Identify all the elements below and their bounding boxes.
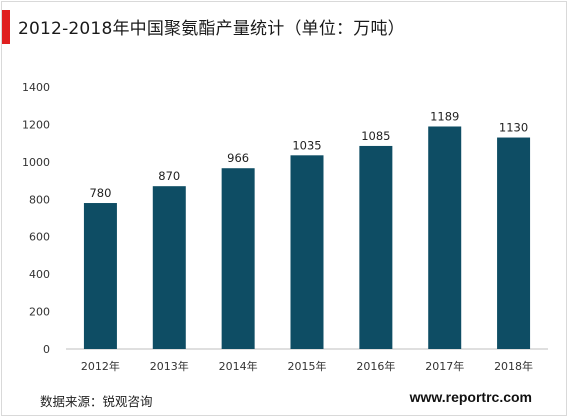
- data-label: 966: [227, 151, 249, 165]
- y-tick-label: 400: [29, 268, 50, 281]
- source-note: 数据来源：锐观咨询: [40, 394, 153, 409]
- y-tick-label: 600: [29, 231, 50, 244]
- data-label: 1035: [292, 138, 321, 152]
- x-tick-label: 2015年: [288, 359, 327, 373]
- data-label: 1189: [430, 109, 459, 123]
- data-label: 1130: [499, 121, 528, 135]
- chart-title: 2012-2018年中国聚氨酯产量统计（单位：万吨）: [18, 19, 405, 39]
- x-tick-label: 2018年: [494, 359, 533, 373]
- bar: [221, 168, 255, 349]
- y-tick-label: 1200: [22, 118, 50, 131]
- x-tick-label: 2016年: [356, 359, 395, 373]
- bar: [497, 137, 531, 349]
- x-tick-label: 2012年: [81, 359, 120, 373]
- y-tick-label: 800: [29, 193, 50, 206]
- title-accent-bar: [2, 10, 10, 44]
- x-tick-label: 2013年: [150, 359, 189, 373]
- x-tick-label: 2014年: [219, 359, 258, 373]
- y-tick-label: 1400: [22, 81, 50, 94]
- bar: [83, 203, 117, 349]
- x-tick-label: 2017年: [425, 359, 464, 373]
- y-tick-label: 200: [29, 306, 50, 319]
- bar: [152, 186, 186, 349]
- y-tick-label: 1000: [22, 156, 50, 169]
- axes: 0 200 400 600 800 1000 1200 1400 2012年 2013年 2014年…: [22, 81, 548, 373]
- bar: [428, 126, 462, 349]
- data-label: 780: [89, 186, 111, 200]
- data-labels: 780 870 966 1035 1085 1189 1130: [89, 109, 528, 200]
- bar: [290, 155, 324, 349]
- data-label: 870: [158, 169, 180, 183]
- data-label: 1085: [361, 129, 390, 143]
- bars: [83, 126, 531, 349]
- y-tick-label: 0: [43, 343, 50, 356]
- site-url: www.reportrc.com: [409, 389, 532, 405]
- bar: [359, 145, 393, 349]
